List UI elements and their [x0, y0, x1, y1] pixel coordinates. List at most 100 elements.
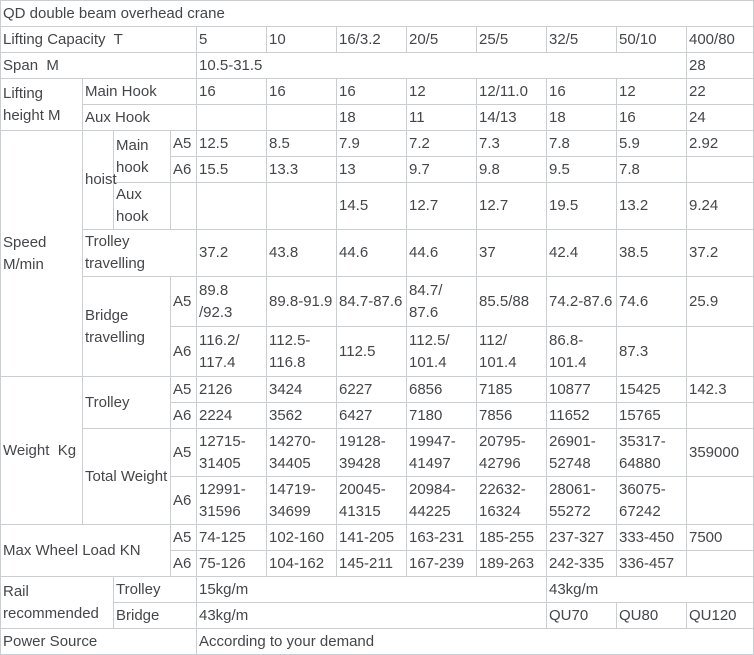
- cell: 14.5: [336, 182, 407, 230]
- cell: 9.5: [546, 156, 617, 183]
- cell: [686, 326, 754, 377]
- label-class-a5: A5: [170, 428, 197, 477]
- label-hoist: hoist: [82, 130, 117, 230]
- label-class-a6: A6: [170, 326, 197, 377]
- cell: 20045- 41315: [336, 476, 407, 525]
- cell: 7500: [686, 524, 754, 551]
- row-max-wheel-a6: A6 75-126 104-162 145-211 167-239 189-26…: [1, 550, 754, 577]
- cell: 36075- 67242: [616, 476, 687, 525]
- cell: 16: [616, 104, 687, 131]
- cell: 74.6: [616, 276, 687, 327]
- cell: 12991- 31596: [196, 476, 267, 525]
- cell: 2224: [196, 402, 267, 429]
- cell: 37.2: [686, 229, 754, 277]
- cell: QU70: [546, 602, 617, 629]
- cell: 20795- 42796: [476, 428, 547, 477]
- cell: 141-205: [336, 524, 407, 551]
- label-rail-bridge: Bridge: [113, 602, 197, 629]
- cell: 74-125: [196, 524, 267, 551]
- label-weight-trolley: Trolley: [82, 376, 171, 429]
- cell: 16/3.2: [336, 26, 407, 53]
- cell: 16: [336, 78, 407, 105]
- cell: 12: [406, 78, 477, 105]
- cell: [686, 402, 754, 429]
- cell: 12.7: [476, 182, 547, 230]
- cell: 37.2: [196, 229, 267, 277]
- row-total-weight-a5: Total Weight A5 12715- 31405 14270- 3440…: [1, 428, 754, 525]
- label-class-a6: A6: [170, 156, 197, 183]
- cell: 142.3: [686, 376, 754, 403]
- cell: 74.2-87.6: [546, 276, 617, 327]
- cell: 3562: [266, 402, 337, 429]
- cell: 38.5: [616, 229, 687, 277]
- cell: 12/11.0: [476, 78, 547, 105]
- row-span: Span M 10.5-31.5 28: [0, 52, 754, 79]
- row-main-hook: Lifting height M Main Hook 16 16 16 12 1…: [0, 78, 754, 131]
- label-class-a5: A5: [170, 130, 197, 157]
- cell-empty: [170, 182, 197, 230]
- label-class-a6: A6: [170, 550, 197, 577]
- cell-rail-trolley-left: 15kg/m: [196, 576, 547, 603]
- cell: 7185: [476, 376, 547, 403]
- cell: 43.8: [266, 229, 337, 277]
- cell: 42.4: [546, 229, 617, 277]
- cell: 44.6: [336, 229, 407, 277]
- label-trolley-travelling: Trolley travelling: [82, 229, 197, 277]
- cell: 16: [266, 78, 337, 105]
- cell: 20/5: [406, 26, 477, 53]
- cell: 7856: [476, 402, 547, 429]
- cell: 12.7: [406, 182, 477, 230]
- cell: 75-126: [196, 550, 267, 577]
- cell: 2126: [196, 376, 267, 403]
- cell: 85.5/88: [476, 276, 547, 327]
- cell: 24: [686, 104, 754, 131]
- cell: 14719- 34699: [266, 476, 337, 525]
- cell: 116.2/ 117.4: [196, 326, 267, 377]
- cell: 15425: [616, 376, 687, 403]
- label-lifting-capacity: Lifting Capacity T: [0, 26, 197, 53]
- cell: 12715- 31405: [196, 428, 267, 477]
- cell: 163-231: [406, 524, 477, 551]
- cell: [686, 476, 754, 525]
- cell: 6227: [336, 376, 407, 403]
- cell-span-last: 28: [686, 52, 754, 79]
- cell: 189-263: [476, 550, 547, 577]
- cell-rail-trolley-right: 43kg/m: [546, 576, 754, 603]
- cell: QU120: [686, 602, 754, 629]
- cell: 35317- 64880: [616, 428, 687, 477]
- row-rail-trolley: Rail recommended Trolley 15kg/m 43kg/m: [0, 576, 754, 629]
- cell: 102-160: [266, 524, 337, 551]
- label-class-a6: A6: [170, 476, 197, 525]
- table-title: QD double beam overhead crane: [0, 0, 754, 27]
- cell: 18: [336, 104, 407, 131]
- cell: 84.7-87.6: [336, 276, 407, 327]
- label-class-a6: A6: [170, 402, 197, 429]
- label-main-hook: Main Hook: [82, 78, 197, 105]
- cell: 22: [686, 78, 754, 105]
- label-hoist-aux: Aux hook: [113, 182, 171, 230]
- row-title: QD double beam overhead crane: [0, 0, 754, 27]
- label-rail-recommended: Rail recommended: [0, 576, 114, 629]
- cell: 15765: [616, 402, 687, 429]
- cell: 145-211: [336, 550, 407, 577]
- cell: 7.2: [406, 130, 477, 157]
- cell: 167-239: [406, 550, 477, 577]
- cell: 112.5: [336, 326, 407, 377]
- label-hoist-main: Main hook: [113, 130, 171, 183]
- row-power-source: Power Source According to your demand: [0, 628, 754, 655]
- row-hoist-aux: Aux hook 14.5 12.7 12.7 19.5 13.2 9.24: [1, 182, 754, 230]
- row-rail-bridge: Bridge 43kg/m QU70 QU80 QU120: [1, 602, 754, 629]
- cell: [196, 104, 267, 131]
- cell: 5.9: [616, 130, 687, 157]
- cell: 9.24: [686, 182, 754, 230]
- cell: 37: [476, 229, 547, 277]
- label-speed: Speed M/min: [0, 130, 83, 377]
- cell: 237-327: [546, 524, 617, 551]
- cell: 26901- 52748: [546, 428, 617, 477]
- cell: 14270- 34405: [266, 428, 337, 477]
- cell: 2.92: [686, 130, 754, 157]
- cell: 112.5/ 101.4: [406, 326, 477, 377]
- cell: 12.5: [196, 130, 267, 157]
- row-lifting-capacity: Lifting Capacity T 5 10 16/3.2 20/5 25/5…: [0, 26, 754, 53]
